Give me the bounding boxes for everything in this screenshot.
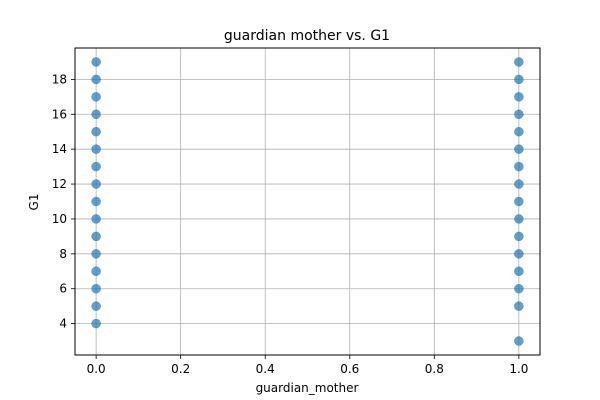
- scatter-point: [514, 214, 524, 224]
- scatter-point: [514, 301, 524, 311]
- scatter-point: [91, 214, 101, 224]
- chart-title: guardian mother vs. G1: [224, 28, 390, 44]
- scatter-point: [514, 57, 524, 67]
- scatter-point: [514, 249, 524, 259]
- scatter-point: [91, 283, 101, 294]
- y-tick-label: 10: [52, 212, 67, 226]
- y-tick-label: 12: [52, 177, 67, 191]
- y-axis-ticks: 4 6 8 10 12 14 16 18: [52, 72, 75, 331]
- x-axis-label: guardian_mother: [256, 381, 359, 395]
- scatter-point: [91, 126, 101, 137]
- scatter-point: [91, 231, 101, 242]
- x-tick-label: 1.0: [509, 362, 528, 376]
- scatter-point: [91, 74, 101, 85]
- scatter-point: [514, 126, 524, 137]
- scatter-point: [514, 283, 524, 294]
- scatter-point: [91, 249, 101, 259]
- scatter-point: [91, 92, 101, 102]
- scatter-point: [91, 161, 101, 172]
- scatter-point: [514, 161, 524, 172]
- x-tick-label: 0.4: [256, 362, 275, 376]
- x-tick-label: 0.0: [87, 362, 106, 376]
- x-tick-label: 0.2: [171, 362, 190, 376]
- scatter-point: [91, 109, 101, 120]
- scatter-point: [514, 74, 524, 85]
- x-axis-ticks: 0.0 0.2 0.4 0.6 0.8 1.0: [87, 355, 528, 376]
- y-tick-label: 8: [59, 247, 67, 261]
- scatter-point: [514, 92, 524, 102]
- scatter-point: [514, 144, 524, 154]
- scatter-point: [91, 144, 101, 154]
- x-tick-label: 0.8: [425, 362, 444, 376]
- data-points: [91, 57, 524, 346]
- scatter-point: [514, 179, 524, 189]
- scatter-point: [91, 179, 101, 189]
- scatter-point: [514, 336, 524, 346]
- y-tick-label: 14: [52, 142, 67, 156]
- scatter-point: [514, 266, 524, 277]
- plot-frame: [74, 47, 541, 356]
- scatter-point: [514, 231, 524, 242]
- scatter-point: [514, 196, 524, 207]
- scatter-point: [91, 318, 101, 329]
- scatter-point: [91, 196, 101, 207]
- y-tick-label: 18: [52, 72, 67, 86]
- scatter-point: [514, 109, 524, 120]
- scatter-point: [91, 301, 101, 311]
- y-tick-label: 6: [59, 282, 67, 296]
- y-axis-label: G1: [27, 194, 41, 211]
- y-tick-label: 4: [59, 317, 67, 331]
- scatter-point: [91, 57, 101, 67]
- x-tick-label: 0.6: [340, 362, 359, 376]
- scatter-point: [91, 266, 101, 277]
- y-tick-label: 16: [52, 107, 67, 121]
